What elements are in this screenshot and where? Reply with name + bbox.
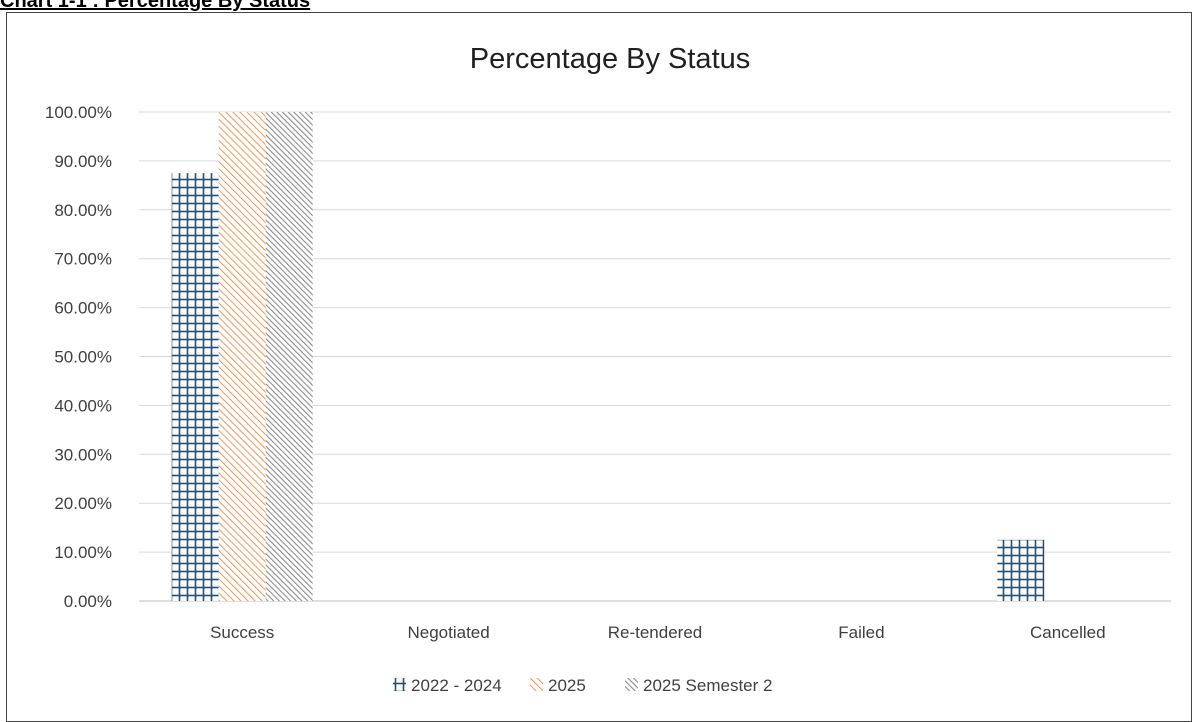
y-tick-label: 30.00%: [54, 445, 112, 464]
y-tick-label: 100.00%: [45, 103, 112, 122]
x-axis-tick-labels: Success Negotiated Re-tendered Failed Cancel…: [210, 623, 1106, 642]
bar: [265, 112, 313, 601]
y-tick-label: 40.00%: [54, 396, 112, 415]
legend-swatch: [625, 678, 638, 691]
legend-label: 2025 Semester 2: [643, 676, 772, 695]
y-tick-label: 0.00%: [64, 592, 112, 611]
x-tick-label: Failed: [838, 623, 884, 642]
legend-label: 2025: [548, 676, 586, 695]
legend: 2022 - 2024 2025 2025 Semester 2: [393, 676, 772, 695]
y-tick-label: 60.00%: [54, 299, 112, 318]
y-tick-label: 70.00%: [54, 250, 112, 269]
y-tick-label: 10.00%: [54, 543, 112, 562]
x-tick-label: Re-tendered: [608, 623, 703, 642]
bars: [171, 112, 1045, 601]
x-tick-label: Negotiated: [407, 623, 489, 642]
x-tick-label: Success: [210, 623, 274, 642]
chart-title: Percentage By Status: [470, 43, 751, 75]
y-tick-label: 90.00%: [54, 152, 112, 171]
bar: [997, 539, 1045, 601]
legend-label: 2022 - 2024: [411, 676, 502, 695]
y-axis-tick-labels: 0.00% 10.00% 20.00% 30.00% 40.00% 50.00% 60.00…: [45, 103, 112, 611]
y-tick-label: 50.00%: [54, 348, 112, 367]
bar: [171, 173, 219, 601]
bar: [218, 112, 266, 601]
x-tick-label: Cancelled: [1030, 623, 1106, 642]
legend-swatch: [393, 678, 406, 691]
y-tick-label: 80.00%: [54, 201, 112, 220]
y-tick-label: 20.00%: [54, 494, 112, 513]
document-caption: Chart 1-1 : Percentage By Status: [0, 0, 311, 12]
legend-swatch: [530, 678, 543, 691]
